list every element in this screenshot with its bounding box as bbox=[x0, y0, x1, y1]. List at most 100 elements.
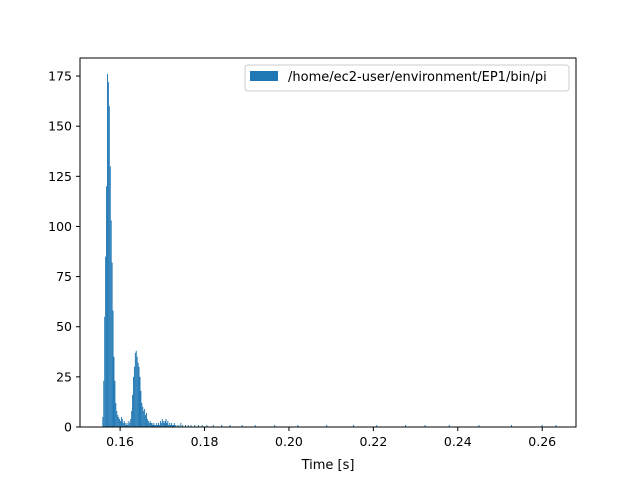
histogram-bar bbox=[541, 424, 543, 427]
y-tick-label: 50 bbox=[56, 319, 72, 334]
histogram-bar bbox=[148, 422, 150, 427]
histogram-bar bbox=[106, 186, 108, 427]
histogram-bar bbox=[111, 262, 113, 427]
x-axis-label: Time [s] bbox=[301, 458, 355, 473]
histogram-bar bbox=[201, 424, 203, 427]
histogram-bar bbox=[163, 422, 165, 427]
histogram-bar bbox=[147, 420, 149, 427]
histogram-bar bbox=[105, 256, 107, 427]
x-tick-label: 0.22 bbox=[359, 434, 387, 449]
y-tick-label: 175 bbox=[48, 69, 72, 84]
y-tick-label: 0 bbox=[64, 420, 72, 435]
histogram-bar bbox=[103, 380, 105, 428]
histogram-bar bbox=[156, 422, 158, 427]
histogram-bar bbox=[151, 422, 153, 427]
histogram-bar bbox=[206, 424, 208, 427]
histogram-bar bbox=[178, 424, 180, 427]
histogram-bar bbox=[326, 424, 328, 427]
histogram-bars bbox=[102, 74, 557, 428]
x-axis-ticks: 0.16 0.18 0.20 0.22 0.24 0.26 bbox=[106, 427, 556, 449]
histogram-bar bbox=[212, 424, 214, 427]
histogram-bar bbox=[121, 418, 123, 427]
histogram-bar bbox=[108, 106, 110, 427]
histogram-bar bbox=[166, 422, 168, 427]
histogram-bar bbox=[164, 420, 166, 427]
histogram-bar bbox=[128, 420, 130, 427]
y-tick-label: 150 bbox=[48, 119, 72, 134]
histogram-bar bbox=[114, 380, 116, 428]
histogram-bar bbox=[135, 350, 137, 427]
histogram-bar bbox=[274, 424, 276, 427]
histogram-bar bbox=[112, 310, 114, 427]
histogram-bar bbox=[154, 424, 156, 427]
histogram-bar bbox=[176, 424, 178, 427]
histogram-bar bbox=[130, 418, 132, 427]
histogram-bar bbox=[221, 424, 223, 427]
histogram-bar bbox=[168, 424, 170, 427]
histogram-bar bbox=[110, 220, 112, 427]
histogram-bar bbox=[107, 74, 108, 427]
y-axis-ticks: 0 25 50 75 100 125 150 175 bbox=[48, 69, 80, 435]
histogram-bar bbox=[173, 422, 175, 427]
y-tick-label: 75 bbox=[56, 269, 72, 284]
histogram-bar bbox=[127, 424, 129, 427]
histogram-bar bbox=[119, 418, 121, 427]
x-tick-label: 0.26 bbox=[528, 434, 556, 449]
histogram-bar bbox=[122, 422, 124, 427]
histogram-bar bbox=[118, 416, 120, 427]
histogram-bar bbox=[109, 166, 111, 428]
histogram-bar bbox=[157, 424, 159, 427]
histogram-bar bbox=[102, 416, 104, 427]
histogram-bar bbox=[146, 418, 148, 427]
histogram-bar bbox=[142, 406, 144, 427]
histogram-bar bbox=[115, 402, 117, 427]
histogram-bar bbox=[155, 424, 157, 427]
histogram-bar bbox=[180, 422, 182, 427]
histogram-bar bbox=[133, 366, 135, 427]
histogram-bar bbox=[117, 414, 119, 427]
histogram-bar bbox=[133, 376, 134, 427]
histogram-bar bbox=[141, 402, 143, 427]
histogram-bar bbox=[194, 424, 196, 427]
histogram-bar bbox=[241, 424, 243, 427]
histogram-bar bbox=[143, 410, 145, 427]
y-tick-label: 100 bbox=[48, 219, 72, 234]
histogram-bar bbox=[140, 390, 142, 427]
histogram-bar bbox=[170, 424, 172, 427]
histogram-bar bbox=[107, 82, 109, 427]
histogram-bar bbox=[124, 422, 126, 427]
histogram-bar bbox=[120, 420, 121, 427]
histogram-bar bbox=[131, 410, 133, 427]
plot-frame bbox=[79, 57, 577, 428]
histogram-bar bbox=[144, 408, 146, 427]
histogram-bar bbox=[138, 366, 140, 427]
histogram-bar bbox=[153, 422, 155, 427]
histogram-bar bbox=[376, 424, 378, 427]
histogram-bar bbox=[129, 422, 131, 427]
y-tick-label: 25 bbox=[56, 369, 72, 384]
histogram-bar bbox=[150, 422, 152, 427]
histogram-bar bbox=[171, 422, 173, 427]
histogram-bar bbox=[198, 424, 199, 427]
histogram-bar bbox=[116, 410, 118, 427]
legend-swatch bbox=[250, 71, 278, 81]
legend: /home/ec2-user/environment/EP1/bin/pi bbox=[244, 64, 570, 92]
histogram-bar bbox=[424, 424, 426, 427]
histogram-bar bbox=[182, 424, 184, 427]
x-tick-label: 0.20 bbox=[275, 434, 303, 449]
histogram-bar bbox=[167, 420, 169, 427]
histogram-bar bbox=[113, 356, 115, 427]
histogram-bar bbox=[159, 424, 160, 427]
histogram-bar bbox=[146, 412, 147, 427]
histogram-bar bbox=[120, 416, 122, 427]
histogram-bar bbox=[353, 424, 355, 427]
histogram-bar bbox=[229, 424, 231, 427]
histogram-bar bbox=[448, 424, 450, 427]
histogram-bar bbox=[145, 414, 147, 427]
histogram-bar bbox=[137, 362, 139, 427]
histogram-bar bbox=[126, 422, 128, 427]
histogram-bar bbox=[165, 418, 167, 427]
histogram-bar bbox=[555, 424, 557, 427]
legend-label: /home/ec2-user/environment/EP1/bin/pi bbox=[288, 70, 547, 85]
